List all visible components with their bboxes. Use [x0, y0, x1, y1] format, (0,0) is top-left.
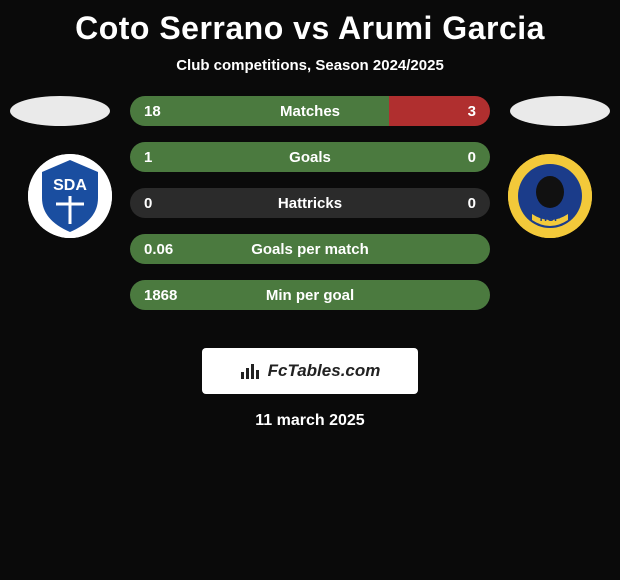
footer: FcTables.com 11 march 2025: [0, 340, 620, 430]
comparison-title: Coto Serrano vs Arumi Garcia: [0, 0, 620, 47]
stat-bar-empty: [130, 188, 490, 218]
stat-row: Matches183: [130, 96, 490, 126]
comparison-date: 11 march 2025: [0, 412, 620, 430]
shield-icon: HCF: [508, 154, 592, 238]
player-left-avatar: [10, 96, 110, 126]
club-badge-right: HCF: [508, 154, 592, 238]
stats-bars: Matches183 Goals10 Hattricks00 Goals per ma…: [130, 96, 490, 326]
stat-bar-right: [389, 96, 490, 126]
club-badge-left: SDA: [28, 154, 112, 238]
stat-row: Hattricks00: [130, 188, 490, 218]
bar-chart-icon: [240, 362, 262, 380]
comparison-subtitle: Club competitions, Season 2024/2025: [0, 57, 620, 74]
player-right-avatar: [510, 96, 610, 126]
svg-text:HCF: HCF: [540, 213, 561, 224]
stat-bar-left: [130, 142, 490, 172]
stat-bar-left: [130, 280, 490, 310]
stat-bar-left: [130, 234, 490, 264]
shield-icon: SDA: [28, 154, 112, 238]
stat-bar-left: [130, 96, 389, 126]
stat-row: Goals10: [130, 142, 490, 172]
stat-row: Goals per match0.06: [130, 234, 490, 264]
svg-text:SDA: SDA: [53, 177, 87, 194]
stat-row: Min per goal1868: [130, 280, 490, 310]
watermark: FcTables.com: [202, 348, 418, 394]
watermark-text: FcTables.com: [268, 361, 381, 381]
